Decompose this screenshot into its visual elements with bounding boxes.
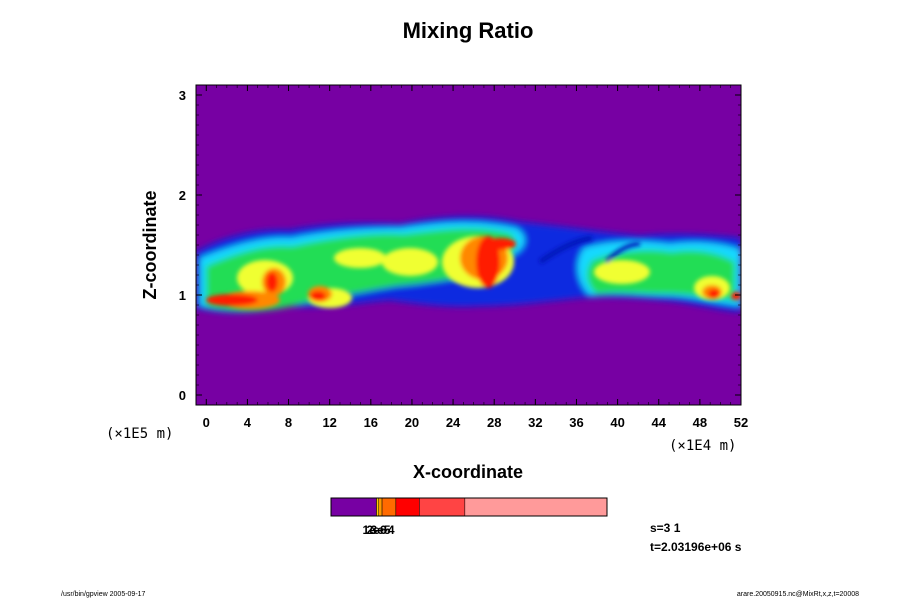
colorbar (330, 497, 608, 517)
colorbar-segment (330, 497, 377, 517)
colorbar-segment (376, 497, 379, 517)
x-tick-label: 36 (569, 415, 583, 430)
time-label: t=2.03196e+06 s (650, 540, 742, 554)
x-tick-label: 24 (446, 415, 461, 430)
x-scale-factor: (×1E4 m) (669, 438, 736, 454)
colorbar-segment (419, 497, 466, 517)
colorbar-segment (381, 497, 397, 517)
y-axis-label: Z-coordinate (140, 190, 160, 299)
x-tick-label: 4 (244, 415, 252, 430)
x-axis-ticks: 0 4 8 12 16 20 24 28 32 36 40 44 48 52 (203, 85, 748, 430)
colorbar-label: 1e-6 (363, 523, 387, 537)
footer-left: /usr/bin/gpview 2005-09-17 (61, 591, 146, 598)
colorbar-label: 2e-5 (367, 523, 391, 537)
y-tick-label: 3 (179, 88, 186, 103)
x-axis-label: X-coordinate (413, 462, 523, 482)
x-tick-label: 20 (405, 415, 419, 430)
x-tick-label: 40 (610, 415, 624, 430)
x-tick-label: 32 (528, 415, 542, 430)
colorbar-frame (330, 497, 608, 517)
colorbar-label: 3e-4 (371, 523, 395, 537)
x-tick-label: 44 (652, 415, 667, 430)
x-tick-label: 28 (487, 415, 501, 430)
step-label: s=3 1 (650, 521, 681, 535)
x-tick-label: 8 (285, 415, 292, 430)
colorbar-segment (378, 497, 383, 517)
y-tick-label: 2 (179, 188, 186, 203)
x-tick-label: 52 (734, 415, 748, 430)
colorbar-segment (395, 497, 420, 517)
y-tick-label: 1 (179, 288, 186, 303)
chart-title: Mixing Ratio (403, 18, 534, 43)
y-tick-label: 0 (179, 388, 186, 403)
y-axis-ticks: 0 1 2 3 (179, 88, 741, 403)
x-tick-label: 48 (693, 415, 707, 430)
x-tick-label: 0 (203, 415, 210, 430)
footer-right: arare.20050915.nc@MixRt,x,z,t=20008 (737, 591, 859, 598)
x-tick-label: 16 (364, 415, 378, 430)
y-scale-factor: (×1E5 m) (106, 426, 173, 442)
mixing-ratio-field (196, 216, 741, 313)
colorbar-labels: 1e-62e-53e-4 (363, 523, 395, 537)
colorbar-segment (464, 497, 608, 517)
x-tick-label: 12 (322, 415, 336, 430)
